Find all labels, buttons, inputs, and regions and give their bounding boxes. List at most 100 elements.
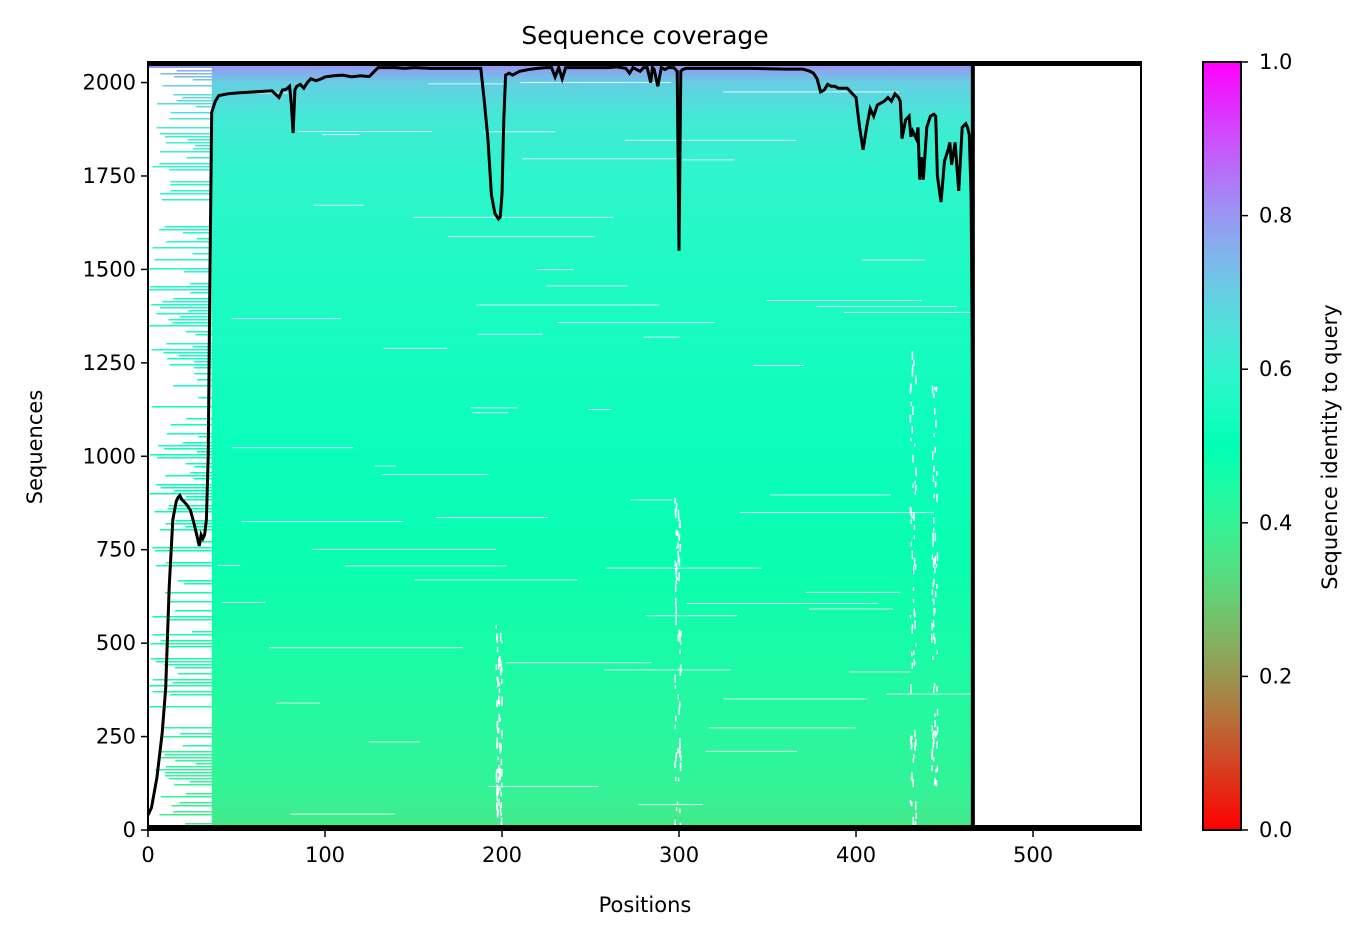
coverage-strip bbox=[156, 127, 212, 129]
coverage-gap bbox=[500, 758, 503, 766]
coverage-gap bbox=[935, 780, 937, 786]
coverage-gap bbox=[915, 467, 917, 475]
coverage-strip bbox=[193, 148, 212, 150]
coverage-strip bbox=[165, 646, 212, 648]
coverage-gap bbox=[522, 158, 679, 160]
x-axis: 0 100 200 300 400 500 bbox=[141, 830, 1053, 867]
coverage-gap bbox=[675, 529, 678, 536]
coverage-gap bbox=[678, 746, 681, 751]
coverage-strip bbox=[192, 253, 212, 255]
coverage-gap bbox=[499, 663, 502, 667]
coverage-strip bbox=[182, 232, 212, 234]
coverage-gap bbox=[936, 555, 939, 562]
coverage-gap bbox=[675, 504, 678, 512]
coverage-gap bbox=[931, 622, 933, 631]
coverage-gap bbox=[912, 565, 915, 575]
coverage-gap bbox=[499, 805, 502, 813]
coverage-gap bbox=[932, 582, 934, 588]
coverage-gap bbox=[674, 584, 677, 592]
coverage-gap bbox=[675, 513, 677, 519]
coverage-strip bbox=[177, 673, 212, 675]
coverage-gap bbox=[915, 375, 917, 385]
coverage-gap bbox=[414, 579, 578, 581]
coverage-gap bbox=[910, 741, 913, 750]
coverage-strip bbox=[148, 685, 212, 687]
coverage-gap bbox=[914, 443, 916, 447]
coverage-gap bbox=[678, 750, 681, 758]
coverage-strip bbox=[150, 643, 212, 645]
colorbar-tick-label: 0.2 bbox=[1259, 664, 1292, 688]
coverage-strip bbox=[173, 298, 212, 300]
coverage-gap bbox=[477, 333, 543, 335]
coverage-strip bbox=[164, 448, 212, 450]
coverage-gap bbox=[915, 485, 917, 491]
coverage-gap bbox=[677, 550, 679, 555]
coverage-strip bbox=[158, 229, 212, 231]
coverage-gap bbox=[934, 446, 936, 453]
coverage-strip bbox=[187, 139, 212, 141]
coverage-strip bbox=[157, 457, 212, 459]
coverage-gap bbox=[933, 407, 936, 415]
coverage-gap bbox=[312, 548, 496, 550]
coverage-gap bbox=[470, 407, 518, 409]
coverage-strip bbox=[165, 475, 212, 477]
coverage-strip bbox=[152, 547, 212, 549]
coverage-strip bbox=[172, 682, 212, 684]
coverage-gap bbox=[809, 608, 893, 610]
coverage-strip bbox=[160, 73, 212, 75]
coverage-strip bbox=[185, 331, 212, 333]
coverage-gap bbox=[501, 696, 503, 704]
coverage-gap bbox=[910, 507, 912, 517]
coverage-strip bbox=[188, 310, 212, 312]
coverage-strip bbox=[160, 193, 212, 195]
coverage-strip bbox=[158, 445, 212, 447]
coverage-gap bbox=[913, 557, 916, 566]
coverage-gap bbox=[934, 387, 936, 391]
coverage-gap bbox=[499, 656, 501, 660]
coverage-gap bbox=[497, 788, 499, 796]
coverage-gap bbox=[498, 700, 501, 707]
coverage-gap bbox=[677, 554, 680, 563]
coverage-gap bbox=[849, 671, 911, 673]
coverage-gap bbox=[915, 643, 917, 647]
coverage-gap bbox=[680, 630, 682, 637]
coverage-gap bbox=[935, 769, 937, 773]
coverage-strip bbox=[164, 775, 212, 777]
coverage-gap bbox=[679, 666, 682, 676]
coverage-strip bbox=[168, 319, 212, 321]
coverage-gap bbox=[909, 387, 912, 394]
coverage-strip bbox=[160, 751, 212, 753]
coverage-strip bbox=[175, 760, 212, 762]
coverage-strip bbox=[177, 580, 212, 582]
coverage-gap bbox=[933, 683, 936, 688]
coverage-gap bbox=[931, 725, 934, 731]
coverage-gap bbox=[496, 726, 499, 734]
colorbar: 0.0 0.2 0.4 0.6 0.8 1.0 bbox=[1202, 50, 1292, 842]
coverage-gap bbox=[680, 754, 682, 761]
coverage-gap bbox=[678, 524, 681, 529]
colorbar-gradient bbox=[1202, 61, 1242, 831]
coverage-gap bbox=[677, 634, 679, 641]
coverage-strip bbox=[166, 241, 212, 243]
coverage-gap bbox=[911, 624, 914, 629]
coverage-gap bbox=[936, 726, 939, 733]
coverage-strip bbox=[149, 268, 212, 270]
coverage-strip bbox=[162, 301, 212, 303]
coverage-gap bbox=[496, 742, 498, 749]
coverage-strip bbox=[171, 805, 212, 807]
coverage-gap bbox=[297, 131, 432, 133]
coverage-strip bbox=[169, 364, 212, 366]
coverage-gap bbox=[805, 591, 901, 593]
coverage-gap bbox=[914, 612, 916, 618]
coverage-gap bbox=[588, 409, 612, 411]
coverage-gap bbox=[501, 768, 503, 777]
coverage-strip bbox=[152, 166, 212, 168]
coverage-gap bbox=[932, 687, 935, 693]
coverage-gap bbox=[472, 412, 509, 414]
coverage-gap bbox=[674, 819, 676, 829]
coverage-gap bbox=[675, 616, 677, 626]
coverage-gap bbox=[675, 568, 677, 574]
coverage-gap bbox=[557, 322, 715, 324]
coverage-strip bbox=[190, 472, 212, 474]
